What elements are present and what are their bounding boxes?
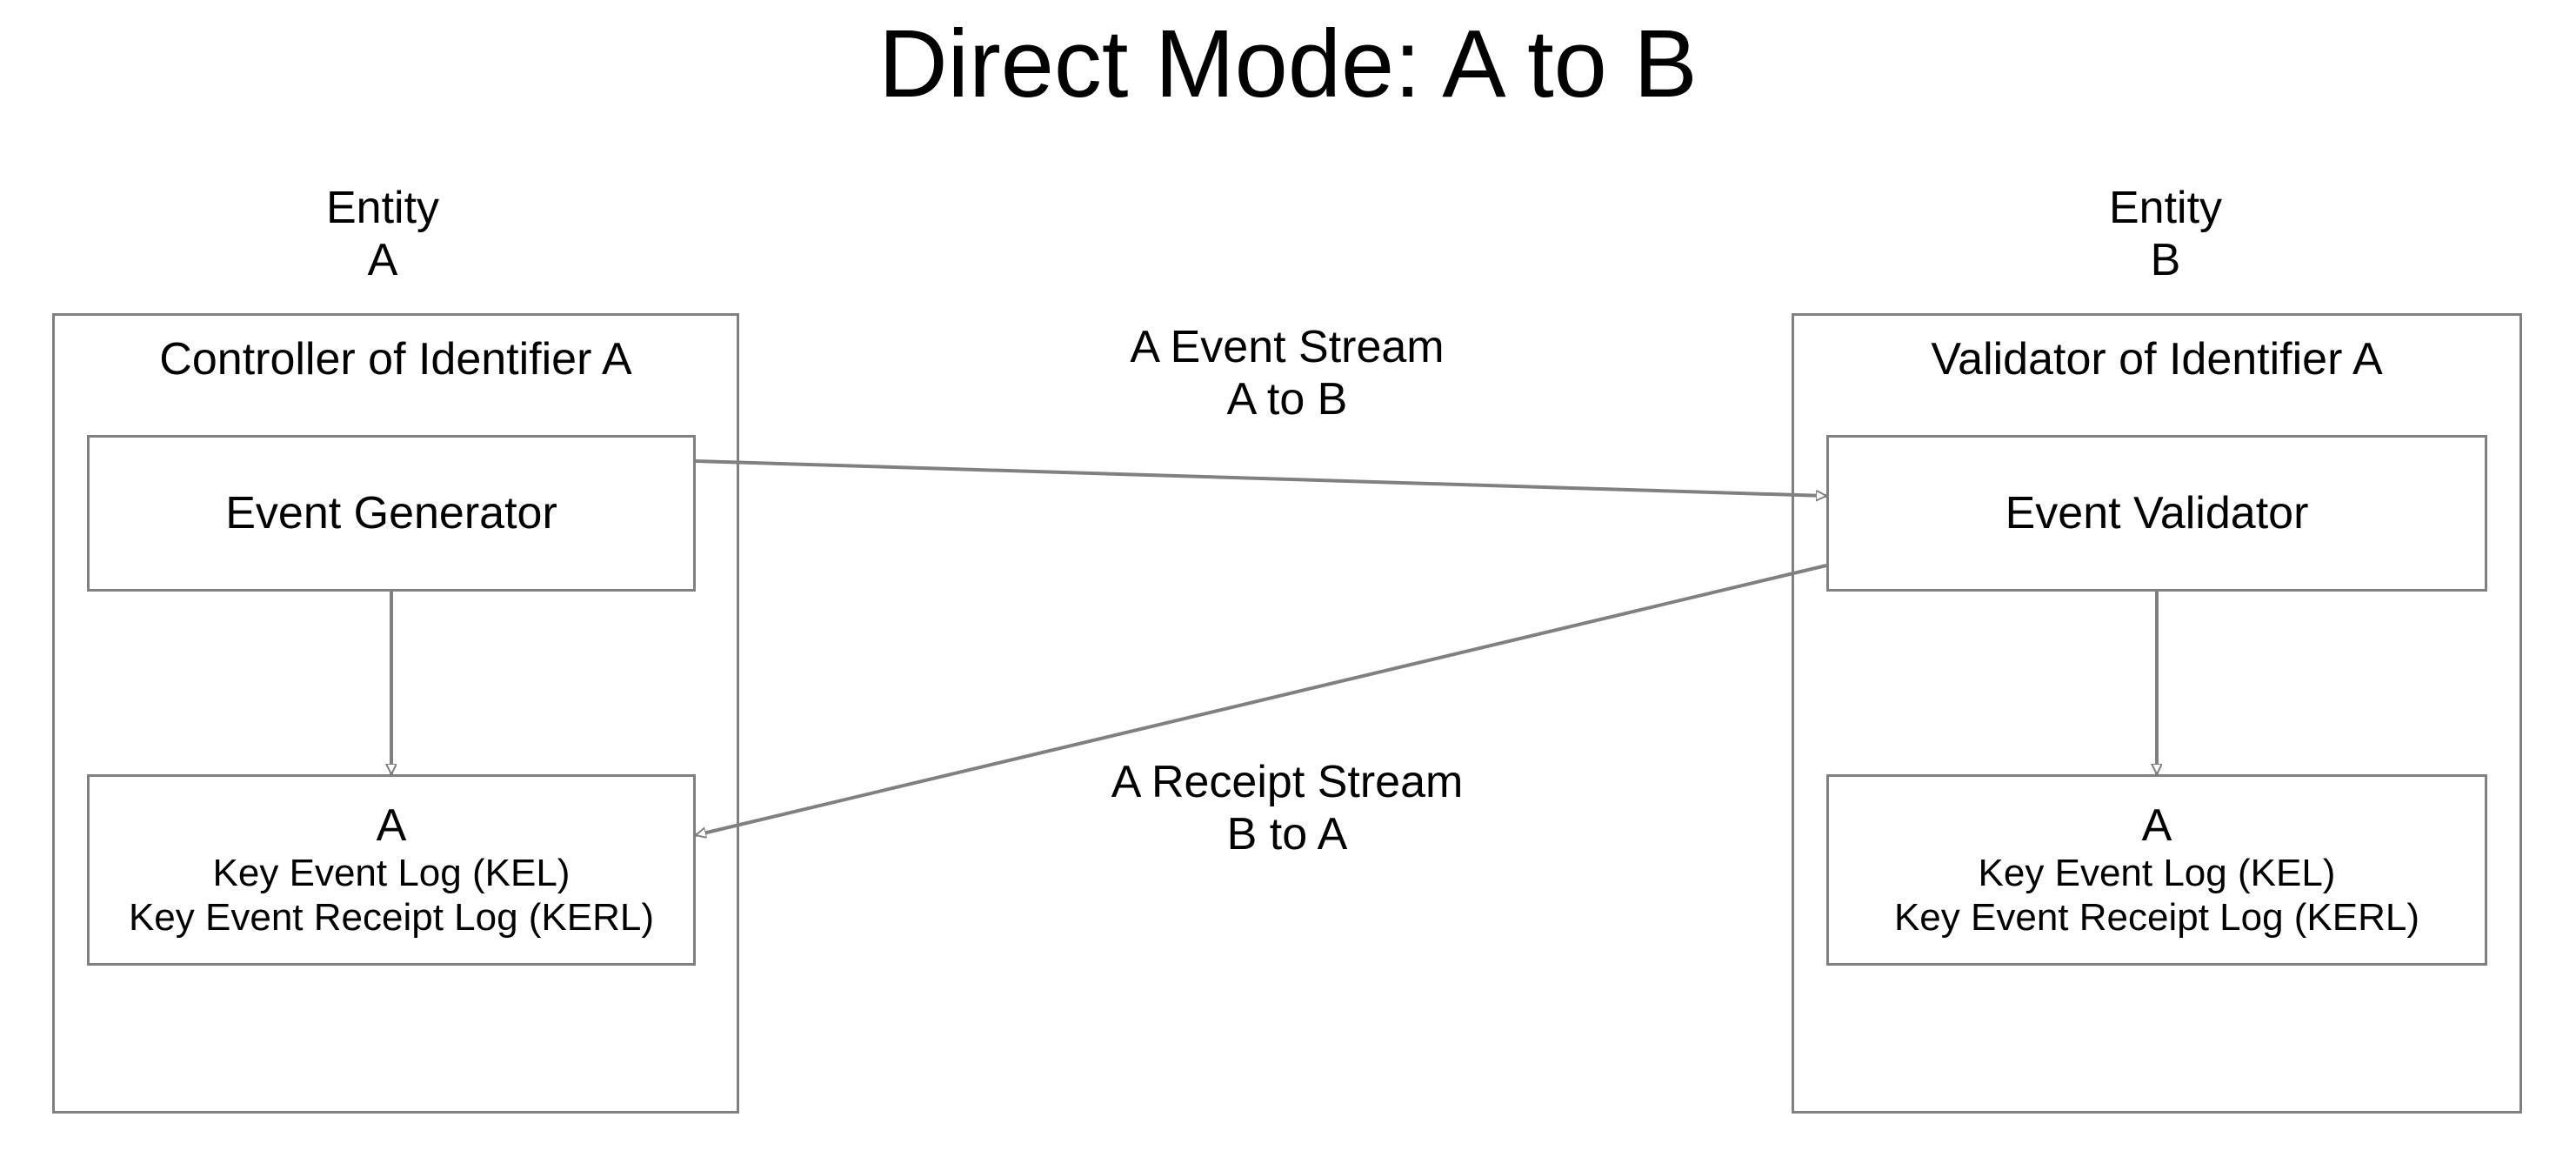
entity-b-log-line2: Key Event Receipt Log (KERL) [1894,896,2419,940]
event-validator-label: Event Validator [2005,487,2309,539]
receipt-stream-label: A Receipt Stream B to A [1026,757,1548,861]
entity-b-label: Entity B [2079,183,2252,287]
entity-b-label-line2: B [2079,235,2252,287]
validator-container: Validator of Identifier A [1792,313,2522,1114]
entity-b-log-title: A [2142,800,2172,853]
entity-a-log-line2: Key Event Receipt Log (KERL) [129,896,654,940]
event-stream-line1: A Event Stream [1026,322,1548,374]
event-validator-box: Event Validator [1826,435,2487,592]
entity-b-log-box: A Key Event Log (KEL) Key Event Receipt … [1826,774,2487,966]
event-generator-box: Event Generator [87,435,696,592]
entity-a-label-line1: Entity [296,183,470,235]
controller-container: Controller of Identifier A [52,313,739,1114]
controller-title: Controller of Identifier A [55,333,737,385]
validator-title: Validator of Identifier A [1794,333,2519,385]
entity-b-log-line1: Key Event Log (KEL) [1979,852,2336,896]
event-generator-label: Event Generator [225,487,557,539]
entity-a-label-line2: A [296,235,470,287]
receipt-stream-line1: A Receipt Stream [1026,757,1548,809]
event-stream-label: A Event Stream A to B [1026,322,1548,426]
entity-a-label: Entity A [296,183,470,287]
entity-a-log-line1: Key Event Log (KEL) [213,852,571,896]
entity-a-log-title: A [377,800,407,853]
event-stream-line2: A to B [1026,374,1548,426]
receipt-stream-line2: B to A [1026,809,1548,861]
entity-b-label-line1: Entity [2079,183,2252,235]
diagram-title: Direct Mode: A to B [0,9,2576,119]
entity-a-log-box: A Key Event Log (KEL) Key Event Receipt … [87,774,696,966]
event-stream-arrow [696,461,1826,496]
